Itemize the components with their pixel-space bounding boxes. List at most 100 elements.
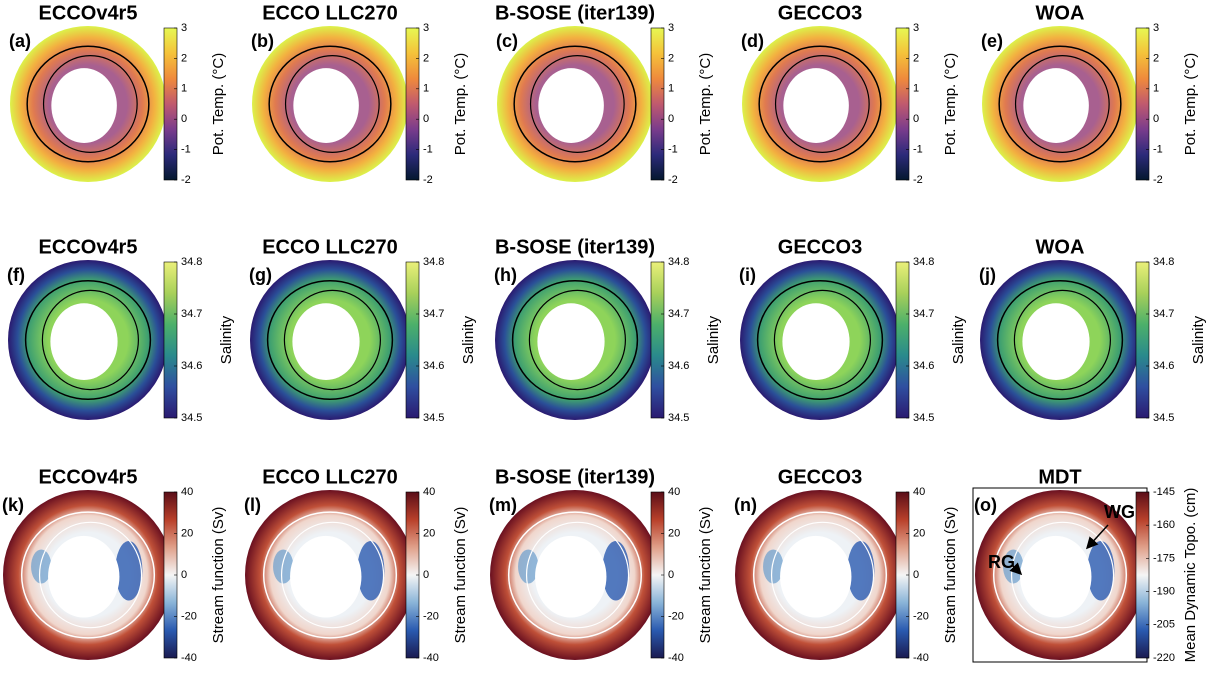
colorbar: [895, 27, 910, 181]
continent: [48, 535, 120, 618]
colorbar-tick-label: 1: [913, 83, 919, 95]
colorbar: [650, 261, 665, 419]
panel-title: B-SOSE (iter139): [495, 2, 655, 24]
colorbar-tick-label: 1: [423, 83, 429, 95]
panel-label: (h): [494, 265, 517, 285]
colorbar-tick-label: -20: [181, 610, 197, 622]
panel-title: GECCO3: [778, 466, 862, 488]
colorbar-tick-label: -2: [181, 174, 191, 186]
colorbar-tick-label: 34.7: [181, 308, 202, 320]
colorbar: [895, 261, 910, 419]
contour: [756, 280, 884, 400]
colorbar-tick-label: -1: [181, 144, 191, 156]
colorbar-tick-label: 34.6: [1153, 360, 1174, 372]
colorbar: [650, 27, 665, 181]
contour: [992, 511, 1128, 639]
gyre: [602, 541, 630, 601]
colorbar-tick-label: -2: [1153, 174, 1163, 186]
contour: [266, 280, 394, 400]
colorbar-tick-label: 40: [423, 486, 435, 498]
colorbar-tick-label: 2: [668, 52, 674, 64]
panel-title: WOA: [1036, 236, 1085, 258]
colorbar-label: Stream function (Sv): [697, 507, 714, 644]
colorbar-tick-label: 2: [913, 52, 919, 64]
continent: [1022, 303, 1090, 380]
colorbar-tick-label: 40: [181, 486, 193, 498]
colorbar: [163, 27, 178, 181]
panel-label: (m): [489, 495, 517, 515]
colorbar-label: Pot. Temp. (°C): [452, 53, 469, 155]
contour: [507, 511, 643, 639]
panel-label: (i): [739, 265, 756, 285]
colorbar-tick-label: -175: [1153, 552, 1175, 564]
colorbar-tick-label: -40: [181, 652, 197, 664]
colorbar: [163, 261, 178, 419]
panel-label: (d): [741, 31, 764, 51]
colorbar-tick-label: 3: [913, 22, 919, 34]
continent: [1023, 68, 1089, 143]
contour: [528, 289, 627, 391]
colorbar-tick-label: 1: [668, 83, 674, 95]
continent: [51, 68, 117, 143]
colorbar-tick-label: 34.5: [668, 412, 689, 424]
contour: [280, 521, 385, 629]
annotation-arrow: [1085, 524, 1109, 550]
panel-title: ECCO LLC270: [262, 236, 398, 258]
colorbar-tick-label: 20: [668, 527, 680, 539]
contour: [1014, 55, 1110, 153]
panel-title: ECCO LLC270: [262, 2, 398, 24]
contour: [996, 280, 1124, 400]
contour: [41, 289, 140, 391]
annotation: WG: [1104, 502, 1135, 522]
contour: [998, 45, 1122, 163]
colorbar-tick-label: 34.7: [1153, 308, 1174, 320]
continent: [293, 68, 359, 143]
continent: [782, 303, 850, 380]
colorbar-label: Pot. Temp. (°C): [942, 53, 959, 155]
colorbar-tick-label: 2: [1153, 52, 1159, 64]
contour: [24, 280, 152, 400]
continent: [535, 535, 607, 618]
colorbar-tick-label: -145: [1153, 486, 1175, 498]
colorbar-tick-label: -20: [423, 610, 439, 622]
colorbar-tick-label: 34.8: [913, 256, 934, 268]
colorbar-tick-label: -1: [1153, 144, 1163, 156]
panel-label: (k): [2, 495, 24, 515]
contour: [20, 511, 156, 639]
colorbar-tick-label: 34.7: [913, 308, 934, 320]
colorbar-label: Salinity: [1190, 315, 1207, 364]
colorbar-tick-label: 34.5: [1153, 412, 1174, 424]
colorbar-tick-label: 34.8: [423, 256, 444, 268]
colorbar-tick-label: 20: [913, 527, 925, 539]
gyre: [518, 549, 539, 584]
contour: [525, 521, 630, 629]
colorbar-tick-label: -40: [913, 652, 929, 664]
panel-label: (n): [734, 495, 757, 515]
panel-title: ECCOv4r5: [39, 466, 138, 488]
continent: [1020, 535, 1092, 618]
gyre: [847, 541, 875, 601]
colorbar-tick-label: -220: [1153, 652, 1175, 664]
colorbar-tick-label: -1: [423, 144, 433, 156]
colorbar-tick-label: 34.5: [181, 412, 202, 424]
panel-label: (f): [7, 265, 25, 285]
gyre: [1087, 541, 1115, 601]
colorbar: [1135, 27, 1150, 181]
panel-label: (j): [979, 265, 996, 285]
colorbar-tick-label: 3: [1153, 22, 1159, 34]
panel-title: ECCO LLC270: [262, 466, 398, 488]
contour: [752, 511, 888, 639]
panel-label: (c): [496, 31, 518, 51]
continent: [50, 303, 118, 380]
colorbar: [405, 27, 420, 181]
colorbar-tick-label: -40: [423, 652, 439, 664]
contour: [42, 55, 138, 153]
colorbar-label: Pot. Temp. (°C): [1182, 53, 1199, 155]
continent: [292, 303, 360, 380]
contour: [284, 55, 380, 153]
colorbar-tick-label: 0: [181, 569, 187, 581]
panel-label: (l): [244, 495, 261, 515]
colorbar-tick-label: 1: [181, 83, 187, 95]
panel-title: MDT: [1038, 466, 1081, 488]
